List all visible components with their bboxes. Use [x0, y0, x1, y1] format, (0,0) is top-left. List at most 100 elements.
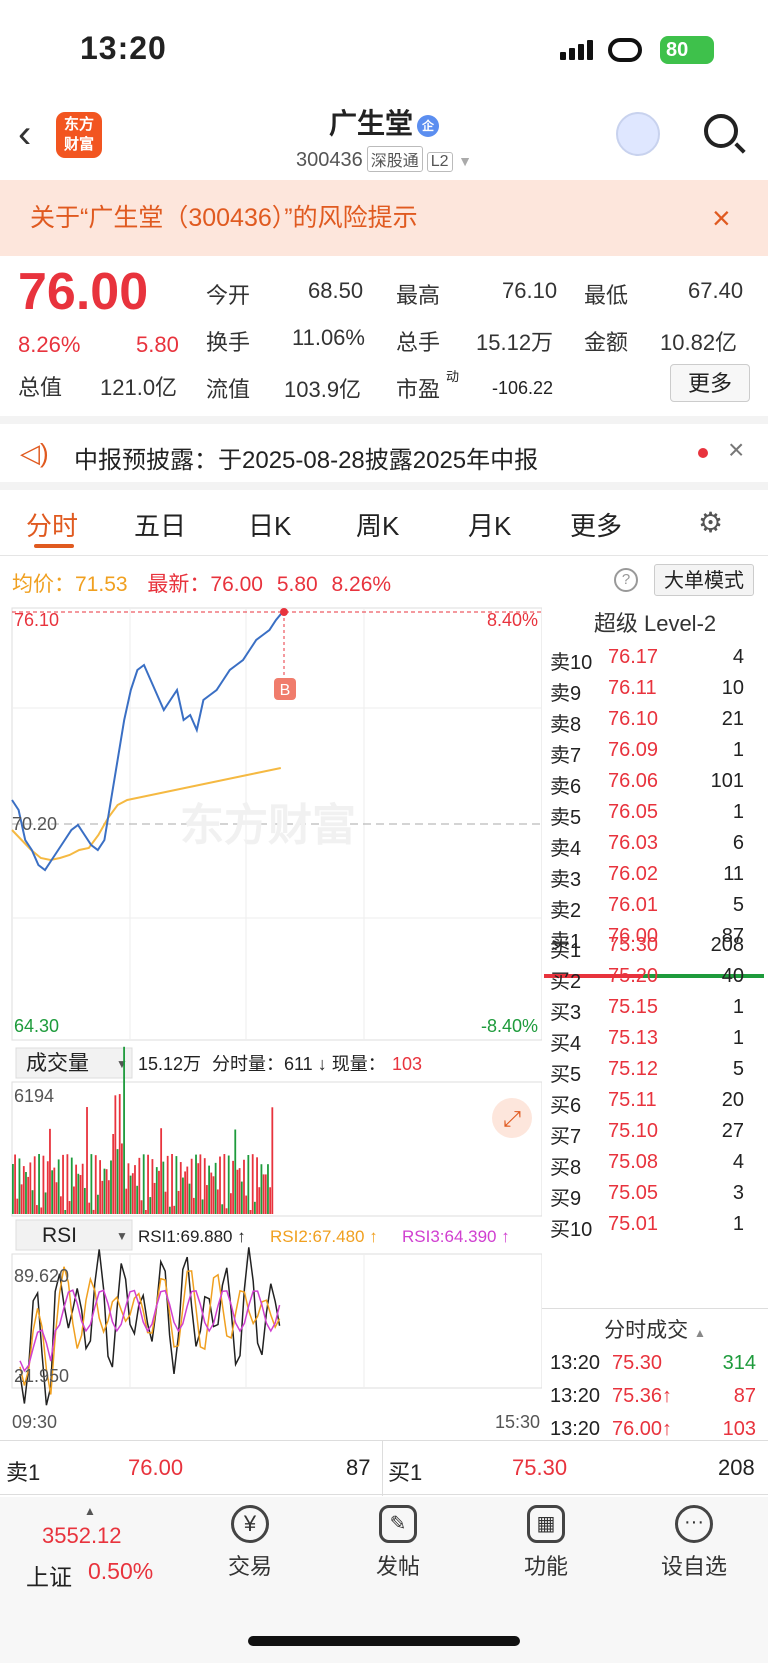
volume-bar: [118, 1094, 121, 1214]
volume-bar: [212, 1176, 215, 1214]
volume-bar: [256, 1157, 258, 1214]
volume-bars: [12, 1046, 274, 1214]
notice-bar[interactable]: ◁) 中报预披露：于2025-08-28披露2025年中报 ×: [0, 416, 768, 490]
level-label: 卖9: [550, 683, 582, 705]
search-icon[interactable]: [704, 114, 738, 148]
bids-row[interactable]: 买6 75.11 20: [542, 1085, 768, 1117]
index-name[interactable]: 上证: [26, 1564, 72, 1590]
bids-row[interactable]: 买5 75.12 5: [542, 1054, 768, 1086]
edit-icon: ✎: [379, 1505, 417, 1543]
index-pct[interactable]: 0.50%: [88, 1558, 154, 1584]
volume-bar: [107, 1180, 110, 1214]
volume-bar: [262, 1174, 265, 1214]
bids-row[interactable]: 买10 75.01 1: [542, 1209, 768, 1241]
intraday-chart[interactable]: 东方财富 B 76.10 70.20 64.30 8.40% -8.40% 成交…: [0, 600, 542, 1440]
big-order-mode-button[interactable]: 大单模式: [654, 564, 754, 596]
volume-bar: [260, 1164, 263, 1214]
volume-bar: [210, 1172, 213, 1214]
volume-bar: [219, 1156, 221, 1214]
volume-bar: [247, 1155, 250, 1214]
asks-row[interactable]: 卖8 76.10 21: [542, 704, 768, 736]
tick-volume: 87: [733, 1385, 756, 1407]
tab-daily-k[interactable]: 日K: [248, 511, 292, 541]
asks-row[interactable]: 卖4 76.03 6: [542, 828, 768, 860]
asks-row[interactable]: 卖7 76.09 1: [542, 735, 768, 767]
speaker-icon: ◁): [20, 438, 49, 468]
settings-gear-icon[interactable]: ⚙: [698, 507, 724, 538]
pe-sup: 动: [446, 369, 460, 384]
asks-row[interactable]: 卖2 76.01 5: [542, 890, 768, 922]
tab-monthly-k[interactable]: 月K: [468, 511, 512, 541]
asks-row[interactable]: 卖10 76.17 4: [542, 642, 768, 674]
notice-text: 中报预披露：于2025-08-28披露2025年中报: [74, 447, 539, 474]
bids-row[interactable]: 买9 75.05 3: [542, 1178, 768, 1210]
index-value[interactable]: 3552.12: [42, 1523, 122, 1548]
latest-pct: 8.26%: [331, 573, 392, 596]
price-info-line: 均价：71.53 最新：76.00 5.80 8.26%: [12, 568, 391, 598]
level-volume: 40: [721, 965, 744, 987]
help-icon[interactable]: ?: [614, 568, 638, 592]
volume-bar: [168, 1206, 171, 1214]
stock-subtitle[interactable]: 300436 深股通 L2 ▼: [0, 146, 768, 172]
bids-row[interactable]: 买8 75.08 4: [542, 1147, 768, 1179]
level-label: 卖10: [550, 652, 593, 674]
asks-row[interactable]: 卖5 76.05 1: [542, 797, 768, 829]
asks-row[interactable]: 卖1 76.00 87: [542, 921, 768, 953]
tick-time: 13:20: [550, 1385, 601, 1407]
add-watchlist-button[interactable]: ··· 设自选: [644, 1505, 744, 1581]
robot-avatar-icon[interactable]: [616, 112, 660, 156]
rsi2-label: RSI2:67.480 ↑: [270, 1227, 378, 1246]
bids-row[interactable]: 买7 75.10 27: [542, 1116, 768, 1148]
bids-row[interactable]: 买1 75.30 208: [542, 930, 768, 962]
bids-row[interactable]: 买2 75.20 40: [542, 961, 768, 993]
trade-button[interactable]: ¥ 交易: [200, 1505, 300, 1581]
volume-bar: [12, 1164, 14, 1214]
chart-tabs: 分时 五日 日K 周K 月K 更多 ⚙: [0, 490, 768, 556]
level-label: 卖2: [550, 900, 582, 922]
tab-weekly-k[interactable]: 周K: [356, 511, 400, 541]
market-cap-label: 总值: [18, 375, 63, 400]
volume-info: 分时量：611 ↓ 现量：: [212, 1054, 386, 1074]
functions-button[interactable]: ▦ 功能: [496, 1505, 596, 1581]
level-volume: 27: [721, 1120, 744, 1142]
bids-row[interactable]: 买3 75.15 1: [542, 992, 768, 1024]
rsi-label: RSI: [42, 1224, 77, 1247]
volume-bar: [121, 1143, 123, 1214]
qi-badge: 企: [417, 114, 439, 137]
low-label: 最低: [584, 283, 629, 308]
turnover-label: 换手: [206, 330, 251, 355]
notice-close-icon[interactable]: ×: [728, 434, 745, 465]
volume-bar: [44, 1192, 47, 1214]
risk-banner[interactable]: 关于“广生堂（300436）”的风险提示: [0, 180, 768, 256]
level-volume: 1: [732, 1213, 744, 1235]
volume-bar: [243, 1159, 245, 1214]
order-book[interactable]: 超级 Level-2 卖10 76.17 4 卖9 76.11 10 卖8 76.10 21 卖7…: [542, 608, 768, 1440]
post-button[interactable]: ✎ 发帖: [348, 1505, 448, 1581]
level-label: 卖4: [550, 838, 582, 860]
tab-intraday[interactable]: 分时: [26, 511, 79, 541]
back-button[interactable]: ‹: [18, 112, 32, 156]
tab-five-day[interactable]: 五日: [134, 511, 187, 541]
tab-more[interactable]: 更多: [570, 511, 623, 541]
close-icon[interactable]: ×: [712, 200, 731, 236]
more-button[interactable]: 更多: [670, 364, 750, 402]
asks-row[interactable]: 卖3 76.02 11: [542, 859, 768, 891]
volume-bar: [40, 1207, 43, 1214]
level-volume: 5: [732, 894, 744, 916]
level-volume: 1: [732, 801, 744, 823]
asks-row[interactable]: 卖9 76.11 10: [542, 673, 768, 705]
tick-time: 13:20: [550, 1418, 601, 1440]
bids-row[interactable]: 买4 75.13 1: [542, 1023, 768, 1055]
level-label: 买6: [550, 1095, 582, 1117]
volume-bar: [127, 1163, 130, 1214]
tick-price: 75.30: [612, 1352, 663, 1374]
volume-bar: [59, 1196, 62, 1214]
bottom-dock: [0, 1497, 768, 1663]
latest-change: 5.80: [276, 573, 318, 596]
volume-bar: [234, 1129, 237, 1214]
rsi-selector: [15, 1219, 133, 1251]
volume-bar: [112, 1134, 115, 1214]
asks-row[interactable]: 卖6 76.06 101: [542, 766, 768, 798]
y-mid-label: 70.20: [12, 814, 57, 834]
volume-bar: [147, 1154, 149, 1214]
